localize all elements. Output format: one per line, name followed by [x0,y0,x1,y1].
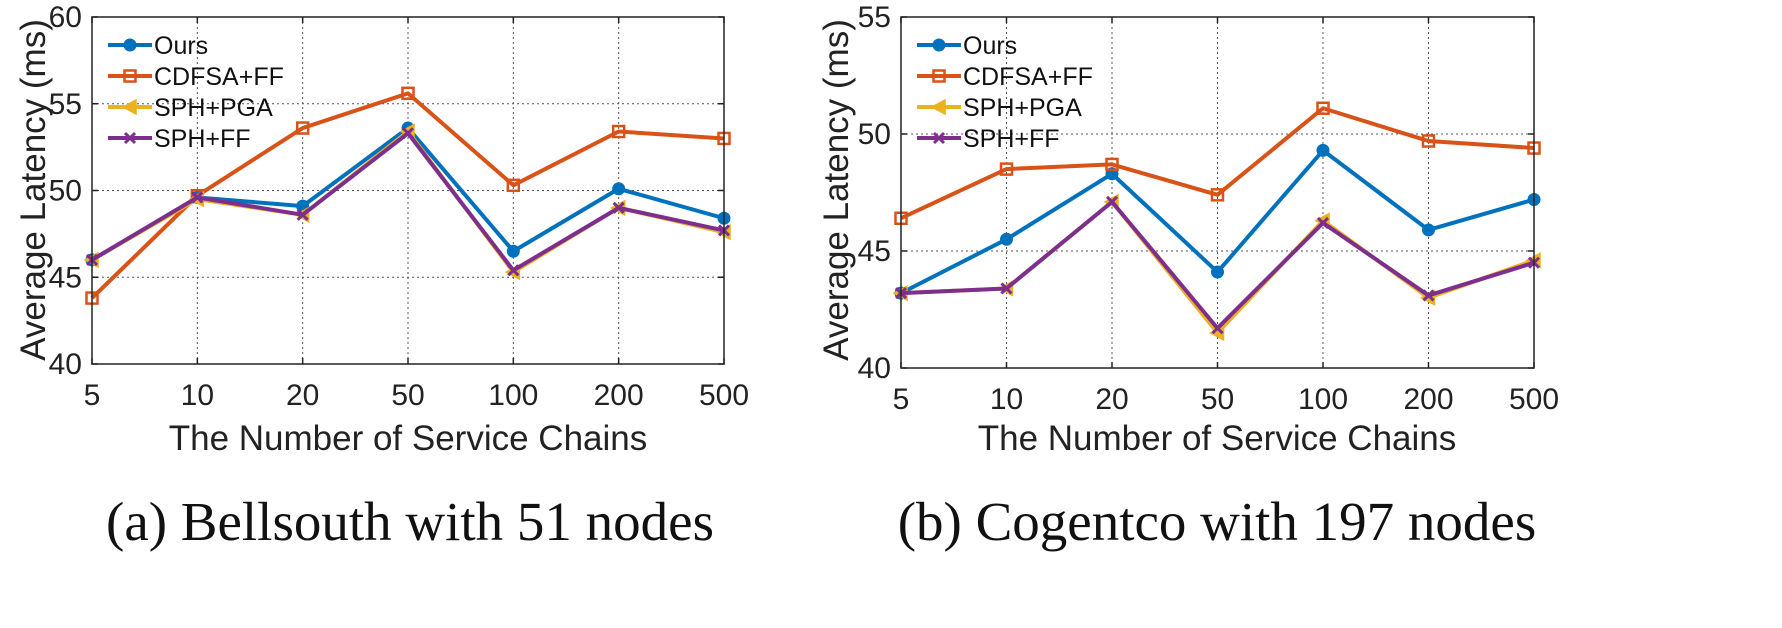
x-tick-label: 50 [391,379,424,412]
data-point [1422,223,1435,237]
legend-marker [932,69,946,83]
series-line [900,106,1535,221]
x-tick-label: 20 [1095,383,1128,416]
data-point [1316,143,1330,157]
x-tick-label: 200 [594,379,644,412]
legend-label: SPH+PGA [963,94,1082,122]
legend-label: CDFSA+FF [963,63,1093,91]
data-point [612,182,626,196]
y-tick-label: 55 [858,1,891,34]
legend-marker [123,131,137,145]
legend-marker [123,38,137,52]
chart-panel-a: Average Latency (ms) The Number of Servi… [14,1,749,552]
y-tick-label: 40 [49,348,82,381]
legend-label: CDFSA+FF [154,63,284,91]
x-tick-label: 5 [893,383,910,416]
legend-label: Ours [963,32,1017,60]
data-point [999,162,1014,176]
x-axis-label-a: The Number of Service Chains [169,419,648,458]
data-point [506,244,520,258]
data-point [1422,289,1435,302]
x-tick-label: 200 [1403,383,1453,416]
y-tick-label: 45 [858,235,891,268]
legend-marker [121,98,137,116]
legend-b: Ours CDFSA+FF SPH+PGA SPH+FF [917,32,1093,153]
data-point [401,127,415,140]
x-tick-label: 10 [990,383,1023,416]
legend-label: SPH+PGA [154,94,273,122]
x-tick-label: 500 [1509,383,1559,416]
x-tick-label: 100 [488,379,538,412]
x-tick-label: 500 [699,379,749,412]
x-axis-label-b: The Number of Service Chains [978,419,1457,458]
data-point [1211,322,1224,335]
axes-frame-b [900,16,1535,369]
data-point [1000,282,1013,295]
y-axis-label-a: Average Latency (ms) [14,19,53,361]
y-tick-label: 40 [858,352,891,385]
caption-a: (a) Bellsouth with 51 nodes [106,491,714,552]
data-point [1316,216,1330,229]
y-tick-label: 50 [858,118,891,151]
x-tick-label: 100 [1298,383,1348,416]
legend-marker [123,69,137,83]
legend-marker [932,38,946,52]
data-point [1105,157,1119,172]
data-point [296,208,309,221]
y-tick-label: 60 [49,1,82,34]
data-point [1421,134,1436,148]
data-point [506,178,521,193]
data-point [295,121,310,135]
data-point [1210,188,1225,202]
legend-label: SPH+FF [154,125,251,153]
axes-frame-a [91,16,725,365]
data-point [401,86,415,101]
x-tick-label: 10 [181,379,214,412]
data-point [1211,265,1224,279]
y-tick-label: 45 [49,261,82,294]
legend-marker [932,131,946,145]
y-tick-label: 50 [49,175,82,208]
y-tick-label: 55 [49,88,82,121]
y-axis-label-b: Average Latency (ms) [817,19,856,361]
chart-panel-b: Average Latency (ms) The Number of Servi… [817,1,1559,552]
legend-a: Ours CDFSA+FF SPH+PGA SPH+FF [108,32,284,153]
x-tick-label: 5 [84,379,101,412]
data-point [1105,195,1119,208]
legend-marker [930,98,946,116]
caption-b: (b) Cogentco with 197 nodes [898,491,1537,552]
data-point [1000,232,1013,246]
data-point [611,124,626,139]
data-point [1316,101,1330,116]
legend-label: Ours [154,32,208,60]
legend-label: SPH+FF [963,125,1060,153]
data-point [612,201,625,214]
x-tick-label: 20 [286,379,319,412]
x-tick-label: 50 [1201,383,1234,416]
data-point [191,191,204,204]
data-point [507,264,520,277]
